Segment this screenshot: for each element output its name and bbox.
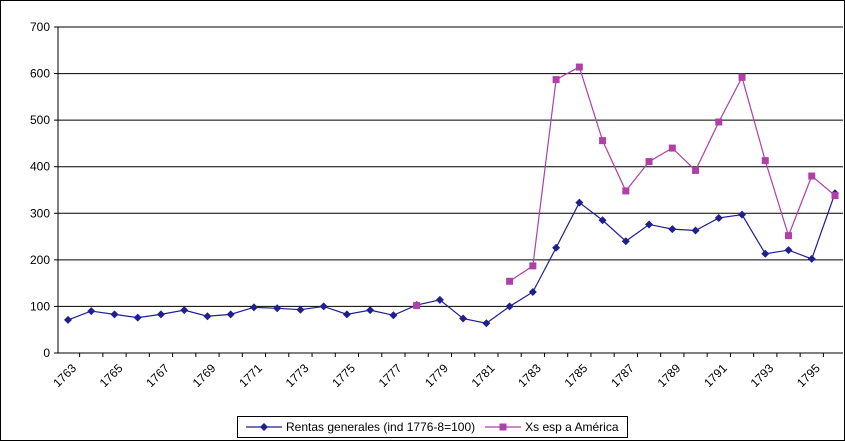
series-1-point-1791	[715, 118, 723, 126]
series-0-point-1770	[226, 310, 235, 319]
y-tick-label-200: 200	[30, 253, 50, 267]
legend-swatch-exports	[485, 423, 522, 431]
series-1-point-1778	[413, 301, 421, 309]
series-0-point-1771	[249, 303, 258, 312]
series-0-point-1793	[761, 249, 770, 258]
series-0-point-1764	[87, 307, 96, 316]
series-0-point-1763	[64, 315, 72, 324]
series-0-point-1766	[133, 313, 142, 322]
y-tick-label-500: 500	[30, 113, 50, 127]
x-tick-label-1765: 1765	[97, 361, 126, 390]
x-tick-label-1777: 1777	[376, 361, 405, 390]
series-0-point-1791	[714, 213, 723, 222]
series-1-point-1782	[506, 277, 514, 285]
series-0-point-1789	[668, 225, 677, 234]
y-tick-label-400: 400	[30, 160, 50, 174]
x-tick-label-1791: 1791	[701, 361, 730, 390]
series-0-point-1767	[156, 310, 165, 319]
series-0-point-1784	[552, 243, 561, 252]
series-0-point-1775	[342, 310, 351, 319]
legend-label-rentas: Rentas generales (ind 1776-8=100)	[286, 420, 476, 434]
y-tick-label-0: 0	[43, 346, 50, 360]
x-tick-label-1779: 1779	[422, 361, 451, 390]
x-tick-label-1789: 1789	[655, 361, 684, 390]
series-1-point-1790	[692, 166, 700, 174]
series-0-point-1787	[621, 237, 630, 246]
series-0-point-1776	[366, 306, 375, 315]
series-1-point-1796	[831, 192, 839, 200]
series-0-point-1781	[482, 319, 491, 328]
legend-label-exports: Xs esp a América	[525, 420, 619, 434]
x-tick-label-1763: 1763	[50, 361, 79, 390]
series-1-point-1788	[645, 158, 653, 166]
series-0-point-1768	[180, 306, 189, 315]
series-0-point-1786	[598, 216, 607, 225]
series-0-point-1779	[435, 295, 444, 304]
series-1-point-1794	[785, 232, 793, 240]
series-1-point-1795	[808, 172, 816, 180]
y-axis-ticks: 0 100 200 300 400 500 600 700	[30, 20, 58, 360]
series-0-point-1783	[528, 287, 537, 296]
series-1-point-1787	[622, 187, 630, 195]
legend-item-exports: Xs esp a América	[485, 420, 619, 434]
x-axis-ticks: 1763 1765 1767 1769 1771 1773 1775 1777 1779 1781…	[50, 353, 824, 390]
x-tick-label-1783: 1783	[515, 361, 544, 390]
x-tick-label-1767: 1767	[143, 361, 172, 390]
series-0-point-1785	[575, 198, 584, 207]
legend-item-rentas: Rentas generales (ind 1776-8=100)	[246, 420, 475, 434]
x-tick-label-1787: 1787	[608, 361, 637, 390]
series-0-point-1773	[296, 305, 305, 314]
y-tick-label-300: 300	[30, 206, 50, 220]
series-0-point-1790	[691, 226, 700, 235]
legend-swatch-rentas	[246, 423, 282, 431]
x-tick-label-1785: 1785	[562, 361, 591, 390]
series-0-point-1794	[784, 246, 793, 255]
y-tick-label-100: 100	[30, 299, 50, 313]
x-tick-label-1769: 1769	[190, 361, 219, 390]
series-0-point-1774	[319, 302, 328, 311]
series-0	[64, 189, 839, 328]
series-1-point-1792	[738, 73, 746, 81]
x-tick-label-1773: 1773	[283, 361, 312, 390]
y-tick-label-600: 600	[30, 67, 50, 81]
series-0-line	[67, 193, 836, 324]
series-0-point-1765	[110, 310, 119, 319]
series-1-point-1789	[668, 144, 676, 152]
series-1-point-1786	[599, 137, 607, 145]
series-1-point-1785	[575, 63, 583, 71]
series-0-point-1769	[203, 312, 212, 321]
series-1-point-1793	[761, 157, 769, 165]
legend: Rentas generales (ind 1776-8=100) Xs esp…	[237, 416, 628, 438]
gridlines	[58, 26, 843, 307]
x-tick-label-1781: 1781	[469, 361, 498, 390]
x-tick-label-1795: 1795	[794, 361, 823, 390]
series-0-point-1772	[273, 304, 282, 313]
x-tick-label-1793: 1793	[748, 361, 777, 390]
series-1	[413, 63, 839, 309]
series-layer	[64, 63, 839, 328]
series-1-point-1783	[529, 262, 537, 270]
series-0-point-1795	[807, 254, 816, 263]
series-0-point-1792	[738, 210, 747, 219]
axes	[57, 27, 843, 354]
x-tick-label-1775: 1775	[329, 361, 358, 390]
series-0-point-1782	[505, 302, 514, 311]
series-0-point-1780	[459, 314, 468, 323]
y-tick-label-700: 700	[30, 20, 50, 34]
series-0-point-1788	[645, 220, 654, 229]
series-0-point-1777	[389, 311, 398, 320]
x-tick-label-1771: 1771	[236, 361, 265, 390]
series-1-point-1784	[552, 76, 560, 84]
